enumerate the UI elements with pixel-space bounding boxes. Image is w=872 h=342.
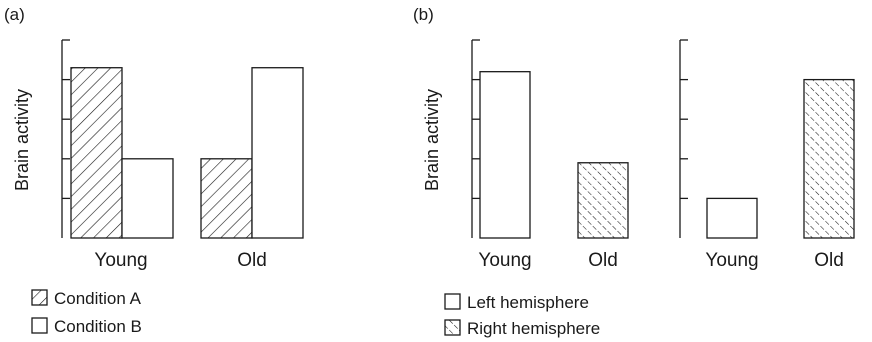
bar	[706, 197, 758, 239]
x-tick-label: Old	[588, 250, 618, 271]
x-tick-label: Old	[237, 250, 267, 271]
legend-swatch-condition-b	[31, 317, 48, 334]
legend-swatch-condition-a	[31, 289, 48, 306]
x-tick-label: Young	[478, 250, 531, 271]
legend-label-condition-a: Condition A	[54, 289, 142, 308]
legend-swatch-right-hemisphere	[444, 319, 461, 336]
bar	[121, 158, 174, 239]
panel-a: (a) Brain activity Young Old Condition A…	[4, 5, 304, 336]
bar	[577, 162, 629, 239]
panel-a-bars	[70, 67, 304, 239]
panel-a-x-tick-labels: Young Old	[94, 250, 266, 271]
legend-label-condition-b: Condition B	[54, 317, 142, 336]
panel-b-legend: Left hemisphere Right hemisphere	[444, 293, 600, 338]
panel-b-y-axis-title: Brain activity	[422, 89, 442, 191]
panel-a-y-axis	[61, 39, 70, 238]
panel-a-label: (a)	[4, 5, 25, 24]
legend-label-left-hemisphere: Left hemisphere	[467, 293, 589, 312]
panel-b-right-bars	[706, 78, 855, 239]
panel-b-right-y-axis	[679, 39, 688, 238]
panel-a-y-axis-title: Brain activity	[12, 89, 32, 191]
bar	[200, 158, 253, 239]
legend-label-right-hemisphere: Right hemisphere	[467, 319, 600, 338]
panel-b-x-tick-labels: Young Old Young Old	[478, 250, 843, 271]
panel-a-legend: Condition A Condition B	[31, 289, 142, 336]
panel-b-left-y-axis	[471, 39, 480, 238]
x-tick-label: Young	[94, 250, 147, 271]
bar	[70, 67, 123, 239]
bar	[479, 71, 531, 239]
bar	[803, 78, 855, 239]
x-tick-label: Old	[814, 250, 844, 271]
legend-swatch-left-hemisphere	[444, 293, 461, 310]
bar	[251, 67, 304, 239]
panel-b-label: (b)	[413, 5, 434, 24]
x-tick-label: Young	[705, 250, 758, 271]
panel-b-left-bars	[479, 71, 629, 239]
panel-b: (b) Brain activity Young Old Young Old L…	[413, 5, 855, 338]
